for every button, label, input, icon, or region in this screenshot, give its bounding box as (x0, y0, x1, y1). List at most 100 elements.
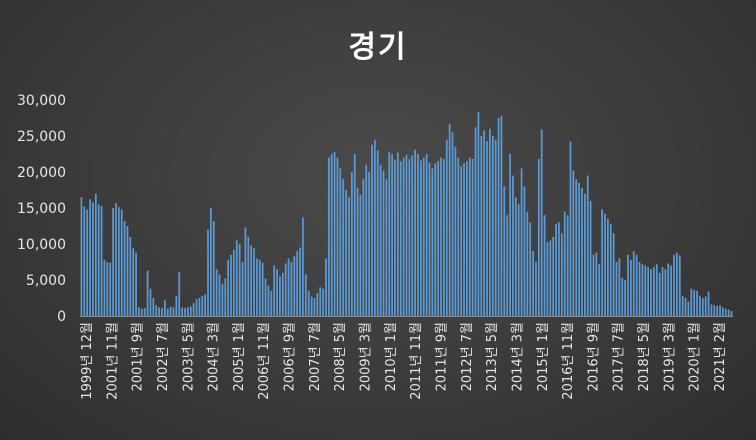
y-tick-label: 30,000 (17, 93, 66, 109)
bar (345, 190, 347, 316)
bar (676, 252, 678, 316)
bar (463, 163, 465, 316)
bar (443, 159, 445, 316)
bar (83, 206, 86, 316)
bar (256, 258, 258, 316)
bar (730, 310, 733, 316)
y-tick-label: 10,000 (17, 237, 66, 253)
x-tick-label: 2016년 9월 (586, 322, 601, 391)
bar (578, 182, 580, 316)
bar (397, 152, 399, 316)
bar (434, 163, 437, 316)
bar (368, 172, 370, 316)
bar (650, 269, 652, 316)
x-axis: 1999년 12월 2001년 11월 2001년 9월 2002년 7월 2003년 … (80, 316, 733, 400)
bar (491, 136, 494, 316)
bar (641, 264, 644, 316)
bar (149, 288, 152, 316)
bar (621, 277, 624, 316)
bar (135, 252, 137, 316)
bar (181, 307, 183, 316)
bar (437, 161, 440, 316)
y-tick-label: 0 (57, 309, 66, 325)
bar (388, 151, 391, 316)
bar (581, 187, 583, 316)
bar (92, 202, 94, 316)
bar (258, 259, 261, 316)
bar (89, 199, 91, 316)
bar (155, 305, 158, 316)
x-tick-label: 2021년 2월 (713, 322, 728, 391)
bar (699, 295, 701, 316)
bar (546, 241, 549, 316)
bar (201, 295, 204, 316)
bar (509, 154, 511, 316)
bar (123, 220, 126, 316)
bar (109, 262, 112, 316)
bar (701, 298, 704, 316)
bar (532, 251, 534, 316)
bar (336, 157, 339, 316)
bar (241, 262, 244, 316)
bar (97, 204, 100, 316)
bar (583, 193, 586, 316)
x-tick-label: 2005년 1월 (232, 322, 247, 391)
bar (307, 290, 310, 316)
bar (164, 300, 166, 316)
bar (684, 298, 687, 316)
bar (264, 278, 267, 316)
x-tick-label: 2009년 3월 (359, 322, 374, 391)
bar (592, 254, 595, 316)
bar (238, 244, 241, 316)
bar (601, 209, 603, 316)
bar (394, 159, 396, 316)
bar (138, 307, 140, 316)
bar (356, 187, 359, 316)
bar (316, 292, 319, 316)
bar (411, 155, 414, 316)
bar (281, 272, 284, 316)
x-tick-label: 2013년 5월 (485, 322, 500, 391)
bar (325, 258, 327, 316)
bar (428, 162, 431, 316)
y-tick-label: 25,000 (17, 129, 66, 145)
bar (586, 175, 589, 316)
bar (615, 262, 618, 316)
bar (523, 186, 526, 316)
bar (195, 299, 198, 316)
bar (607, 218, 609, 316)
bar (129, 236, 132, 316)
bar (724, 308, 727, 316)
bar (371, 144, 373, 316)
bar (293, 256, 296, 316)
bar (457, 157, 460, 316)
bar (595, 252, 598, 316)
bar (644, 265, 647, 316)
bar (589, 200, 592, 316)
x-tick-label: 2011년 11월 (409, 322, 424, 400)
bar (348, 197, 350, 316)
bar (425, 154, 428, 316)
bar (120, 209, 123, 316)
bar (422, 157, 425, 316)
bar (506, 215, 509, 316)
bar (215, 269, 218, 316)
bar (402, 157, 405, 316)
bar (572, 170, 575, 316)
bar (655, 264, 658, 316)
x-tick-label: 2003년 5월 (181, 322, 196, 391)
bar (558, 222, 560, 316)
bar (612, 233, 615, 316)
bar (261, 262, 264, 316)
bar (106, 262, 109, 316)
bar (661, 267, 664, 316)
bar (391, 154, 393, 316)
bar (146, 270, 149, 316)
bar (270, 290, 273, 316)
bar (276, 269, 278, 316)
bar (560, 233, 563, 316)
bar (535, 262, 537, 316)
bar (212, 220, 215, 316)
